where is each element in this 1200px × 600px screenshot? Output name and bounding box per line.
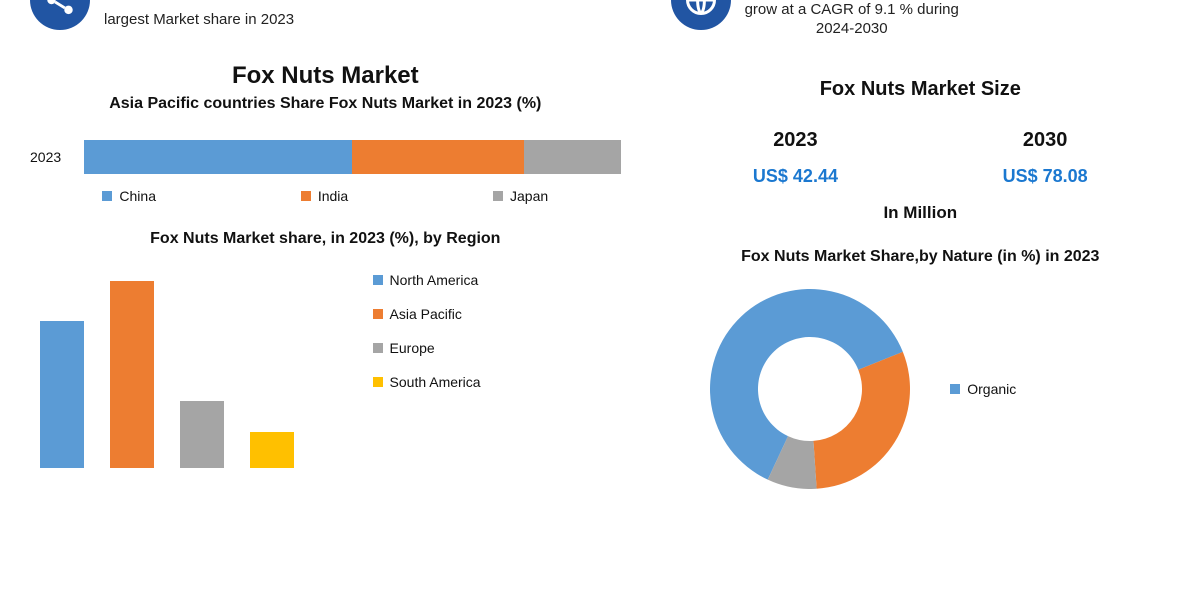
legend-item: South America xyxy=(373,374,621,390)
legend-label: China xyxy=(119,188,156,204)
legend-item: Organic xyxy=(950,381,1170,397)
legend-label: Japan xyxy=(510,188,548,204)
size-title: Fox Nuts Market Size xyxy=(671,78,1170,101)
hbar-row-label: 2023 xyxy=(30,149,84,165)
legend-swatch xyxy=(493,191,503,201)
region-bar xyxy=(180,401,224,468)
hbar-title: Asia Pacific countries Share Fox Nuts Ma… xyxy=(30,94,621,114)
region-bar xyxy=(40,321,84,468)
legend-item: China xyxy=(102,188,156,204)
hbar-segment xyxy=(352,140,524,174)
size-col-b: 2030 US$ 78.08 xyxy=(1003,129,1088,187)
top-callout-right-line2: 2024-2030 xyxy=(745,20,959,39)
legend-item: Asia Pacific xyxy=(373,306,621,322)
region-legend: North America Asia Pacific Europe South Ame… xyxy=(373,268,621,468)
legend-label: Organic xyxy=(967,381,1016,397)
donut-svg xyxy=(700,289,920,489)
hbar-track xyxy=(84,140,621,174)
share-icon-svg xyxy=(43,0,77,17)
legend-label: India xyxy=(318,188,348,204)
legend-label: North America xyxy=(390,272,479,288)
share-icon xyxy=(30,0,90,30)
right-column: grow at a CAGR of 9.1 % during 2024-2030… xyxy=(646,0,1170,600)
hbar-legend: China India Japan xyxy=(30,188,621,204)
page: largest Market share in 2023 Fox Nuts Ma… xyxy=(0,0,1200,600)
donut-chart: Organic xyxy=(671,289,1170,489)
top-callout-right: grow at a CAGR of 9.1 % during 2024-2030 xyxy=(671,0,1170,40)
size-unit: In Million xyxy=(671,203,1170,223)
top-callout-left: largest Market share in 2023 xyxy=(30,0,621,40)
legend-swatch xyxy=(950,384,960,394)
legend-swatch xyxy=(301,191,311,201)
size-value-b: US$ 78.08 xyxy=(1003,166,1088,187)
region-bar-chart: North America Asia Pacific Europe South Ame… xyxy=(30,268,621,468)
legend-swatch xyxy=(373,377,383,387)
legend-label: South America xyxy=(390,374,481,390)
size-col-a: 2023 US$ 42.44 xyxy=(753,129,838,187)
legend-swatch xyxy=(373,275,383,285)
legend-item: India xyxy=(301,188,348,204)
legend-label: Asia Pacific xyxy=(390,306,462,322)
donut-legend: Organic xyxy=(950,381,1170,397)
region-bars xyxy=(30,268,373,468)
legend-item: North America xyxy=(373,272,621,288)
left-column: largest Market share in 2023 Fox Nuts Ma… xyxy=(30,0,646,600)
globe-icon-svg xyxy=(683,0,719,18)
donut-title: Fox Nuts Market Share,by Nature (in %) i… xyxy=(671,247,1170,267)
region-bar xyxy=(250,432,294,468)
size-value-a: US$ 42.44 xyxy=(753,166,838,187)
legend-swatch xyxy=(102,191,112,201)
hbar-segment xyxy=(524,140,621,174)
donut-box xyxy=(671,289,951,489)
region-bar xyxy=(110,281,154,468)
hbar-chart: 2023 xyxy=(30,140,621,174)
legend-swatch xyxy=(373,343,383,353)
legend-label: Europe xyxy=(390,340,435,356)
region-bar-title: Fox Nuts Market share, in 2023 (%), by R… xyxy=(30,230,621,248)
size-years-row: 2023 US$ 42.44 2030 US$ 78.08 xyxy=(671,129,1170,187)
size-year-b: 2030 xyxy=(1003,129,1088,152)
top-callout-right-text: grow at a CAGR of 9.1 % during 2024-2030 xyxy=(745,1,959,39)
legend-swatch xyxy=(373,309,383,319)
hbar-segment xyxy=(84,140,352,174)
legend-item: Europe xyxy=(373,340,621,356)
top-callout-right-line1: grow at a CAGR of 9.1 % during xyxy=(745,1,959,18)
size-year-a: 2023 xyxy=(753,129,838,152)
globe-icon xyxy=(671,0,731,30)
legend-item: Japan xyxy=(493,188,548,204)
top-callout-left-text: largest Market share in 2023 xyxy=(104,11,294,30)
left-title: Fox Nuts Market xyxy=(30,62,621,90)
donut-slice xyxy=(814,352,911,489)
